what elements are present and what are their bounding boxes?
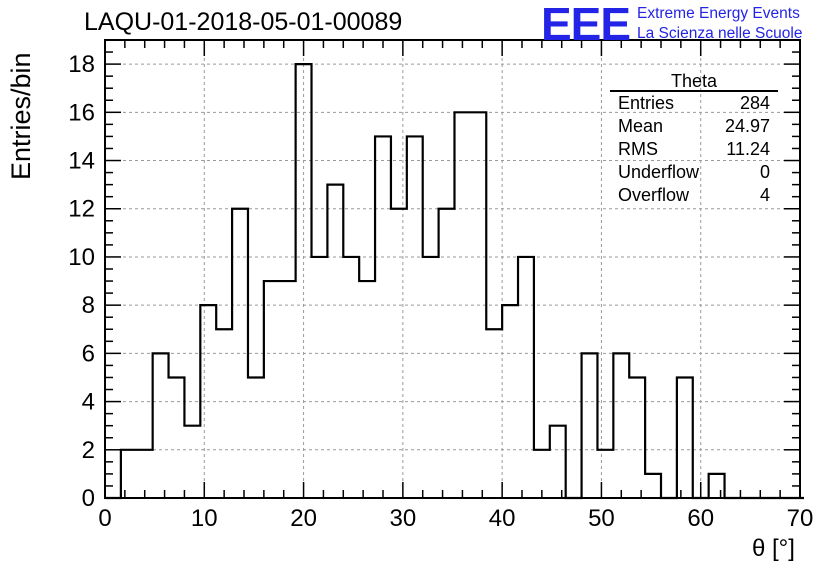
stats-value: 0 bbox=[759, 162, 770, 182]
stats-value: 4 bbox=[759, 185, 770, 205]
y-tick-label: 18 bbox=[68, 51, 95, 78]
stats-row: RMS 11.24 bbox=[610, 138, 778, 161]
y-tick-label: 12 bbox=[68, 196, 95, 223]
y-tick-label: 0 bbox=[82, 485, 95, 512]
stats-row: Overflow 4 bbox=[610, 184, 778, 207]
logo-line-2: La Scienza nelle Scuole bbox=[637, 25, 803, 42]
stats-value: 11.24 bbox=[726, 139, 770, 159]
x-tick-label: 20 bbox=[290, 505, 317, 532]
y-tick-label: 6 bbox=[82, 340, 95, 367]
x-tick-label: 70 bbox=[787, 505, 814, 532]
y-tick-label: 2 bbox=[82, 437, 95, 464]
stats-value: 24.97 bbox=[724, 116, 770, 136]
y-tick-label: 8 bbox=[82, 292, 95, 319]
stats-label: RMS bbox=[618, 139, 658, 159]
stats-label: Overflow bbox=[618, 185, 690, 205]
x-tick-label: 0 bbox=[98, 505, 111, 532]
y-tick-label: 16 bbox=[68, 99, 95, 126]
stats-label: Entries bbox=[618, 93, 675, 113]
x-tick-label: 50 bbox=[588, 505, 615, 532]
y-axis-label: Entries/bin bbox=[6, 52, 36, 180]
stats-row: Entries 284 bbox=[610, 92, 778, 115]
eee-logo: EEE bbox=[541, 0, 631, 50]
stats-box: Theta Entries 284 Mean 24.97 RMS 11.24 U… bbox=[610, 72, 778, 207]
stats-label: Underflow bbox=[618, 162, 700, 182]
x-tick-label: 60 bbox=[687, 505, 714, 532]
stats-title: Theta bbox=[610, 72, 778, 92]
y-tick-label: 4 bbox=[82, 389, 95, 416]
y-tick-label: 10 bbox=[68, 244, 95, 271]
x-axis-label: θ [°] bbox=[752, 535, 795, 562]
stats-label: Mean bbox=[618, 116, 664, 136]
y-tick-label: 14 bbox=[68, 148, 95, 175]
x-tick-label: 30 bbox=[390, 505, 417, 532]
x-tick-label: 10 bbox=[191, 505, 218, 532]
stats-row: Mean 24.97 bbox=[610, 115, 778, 138]
chart-title: LAQU-01-2018-05-01-00089 bbox=[84, 8, 403, 36]
x-tick-label: 40 bbox=[489, 505, 516, 532]
stats-value: 284 bbox=[739, 93, 770, 113]
stats-row: Underflow 0 bbox=[610, 161, 778, 184]
logo-line-1: Extreme Energy Events bbox=[637, 5, 800, 22]
